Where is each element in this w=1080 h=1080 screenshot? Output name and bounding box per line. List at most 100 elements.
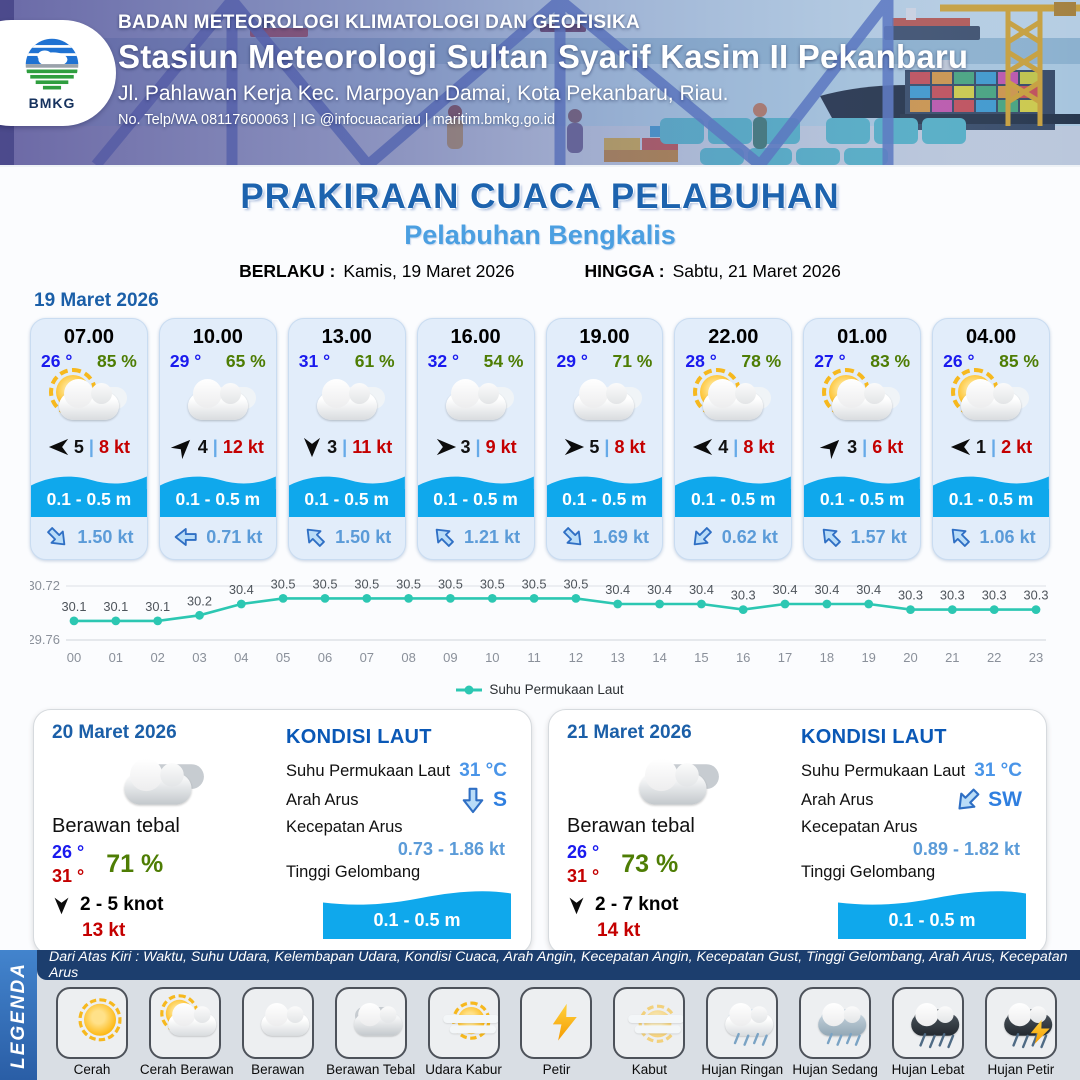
svg-text:30.4: 30.4 [814,582,839,597]
wave-band: 0.1 - 0.5 m [933,473,1049,517]
time-label: 22.00 [708,326,759,348]
berlaku-value: Kamis, 19 Maret 2026 [343,261,515,281]
legend-item: Berawan Tebal [326,987,416,1077]
hourly-cards-row: 07.00 26 ° 85 % 5 | 8 kt 0.1 - 0.5 m 1.50 k… [30,318,1050,560]
current-row: 1.06 kt [933,517,1049,559]
sst-chart-section: 30.72 29.76 30.1 00 30.1 01 30.1 02 30.2 03 30.4 04… [27,570,1050,697]
svg-text:15: 15 [694,650,708,665]
svg-text:19: 19 [861,650,875,665]
svg-text:30.5: 30.5 [354,576,379,591]
svg-text:30.5: 30.5 [313,576,338,591]
wind-direction-icon [567,896,586,915]
wind-direction-icon [301,436,323,458]
sst-chart: 30.72 29.76 30.1 00 30.1 01 30.1 02 30.2 03 30.4 04… [27,570,1050,682]
svg-text:10: 10 [485,650,499,665]
daily-cards-row: 20 Maret 2026 Berawan tebal 26 ° 31 ° 71 … [33,709,1047,955]
time-label: 16.00 [450,326,501,348]
time-label: 07.00 [63,326,114,348]
weather-icon [819,368,905,434]
daily-date: 21 Maret 2026 [567,722,692,743]
station-name: Stasiun Meteorologi Sultan Syarif Kasim … [118,38,969,75]
thunderstorm-icon [984,987,1057,1059]
berlaku-label: BERLAKU : [239,261,336,281]
forecast-card: 13.00 31 ° 61 % 3 | 11 kt 0.1 - 0.5 m 1.50 … [287,318,406,560]
weather-icon [948,368,1034,434]
legend-item: Cerah [47,987,137,1077]
legend-item: Hujan Ringan [697,987,787,1077]
light-rain-icon [706,987,779,1059]
humidity: 73 % [621,850,679,879]
svg-text:30.4: 30.4 [647,582,672,597]
humidity: 78 % [741,351,782,371]
wind-direction-icon [950,436,972,458]
humidity: 85 % [999,351,1039,371]
time-label: 04.00 [966,326,1017,348]
weather-icon [304,374,390,434]
current-speed-label: Kecepatan Arus [286,818,403,836]
legend-item-label: Hujan Sedang [792,1062,878,1077]
svg-text:30.4: 30.4 [856,582,881,597]
time-label: 10.00 [192,326,243,348]
wind-speed: 3 [847,436,858,457]
wave-height-label: Tinggi Gelombang [286,863,421,881]
title-block: PRAKIRAAN CUACA PELABUHAN Pelabuhan Beng… [0,167,1080,282]
current-direction-icon [43,523,72,551]
gust-speed: 12 kt [222,436,264,457]
wind-row: 4 | 12 kt [160,434,276,460]
forecast-card: 19.00 29 ° 71 % 5 | 8 kt 0.1 - 0.5 m 1.69 k… [545,318,664,560]
svg-text:30.3: 30.3 [731,588,756,603]
forecast-card: 10.00 29 ° 65 % 4 | 12 kt 0.1 - 0.5 m 0.71 … [158,318,277,560]
daily-weather-summary: 21 Maret 2026 Berawan tebal 26 ° 31 ° 73 … [567,722,779,942]
gust-speed: 13 kt [82,920,126,941]
svg-text:30.1: 30.1 [62,599,87,614]
current-direction-icon [559,523,587,551]
sea-condition-title: KONDISI LAUT [801,726,947,748]
sst-value: 31 °C [974,760,1022,781]
svg-text:05: 05 [276,650,290,665]
daily-card: 21 Maret 2026 Berawan tebal 26 ° 31 ° 73 … [548,709,1047,955]
bmkg-logo: BMKG [0,20,116,126]
gust-speed: 11 kt [352,436,393,457]
sst-label: Suhu Permukaan Laut [286,761,451,780]
legend-item-label: Hujan Petir [987,1062,1055,1077]
svg-text:22: 22 [987,650,1001,665]
svg-text:30.4: 30.4 [605,582,630,597]
svg-text:02: 02 [150,650,164,665]
separator: | [88,436,94,457]
chart-legend-label: Suhu Permukaan Laut [489,682,624,697]
svg-text:30.3: 30.3 [1024,588,1049,603]
current-row: 1.69 kt [547,517,663,559]
current-row: 1.21 kt [418,517,534,559]
wind-speed: 4 [718,436,729,457]
svg-text:30.5: 30.5 [396,576,421,591]
thick-cloud-icon [334,987,407,1059]
sst-value: 31 °C [459,760,507,781]
svg-text:03: 03 [192,650,206,665]
sst-line-chart: 30.72 29.76 30.1 00 30.1 01 30.1 02 30.2 03 30.4 04… [27,576,1049,665]
humidity: 61 % [354,351,395,371]
wind-speed: 5 [73,436,84,457]
svg-text:30.4: 30.4 [689,582,714,597]
gust-speed: 8 kt [614,436,646,457]
port-name: Pelabuhan Bengkalis [404,220,676,250]
wave-height: 0.1 - 0.5 m [31,489,147,517]
forecast-card: 16.00 32 ° 54 % 3 | 9 kt 0.1 - 0.5 m 1.21 k… [416,318,535,560]
condition-label: Berawan tebal [52,815,180,838]
wind-speed: 1 [976,436,987,457]
svg-text:16: 16 [736,650,750,665]
temperature: 26 ° [41,351,73,371]
legend-item-label: Berawan [251,1062,305,1077]
temp-max: 31 ° [567,865,600,886]
port-illustration [0,0,1080,165]
sun-cloud-icon [148,987,221,1059]
time-label: 01.00 [837,326,888,348]
legend-items-row: Cerah Cerah Berawan Berawan Berawan Teba… [37,980,1080,1077]
humidity: 65 % [225,351,266,371]
wind-direction-icon [435,436,457,458]
svg-text:12: 12 [569,650,583,665]
weather-icon [561,374,647,434]
condition-label: Berawan tebal [567,815,695,838]
valid-until: HINGGA : Sabtu, 21 Maret 2026 [585,261,841,282]
svg-text:30.5: 30.5 [522,576,547,591]
